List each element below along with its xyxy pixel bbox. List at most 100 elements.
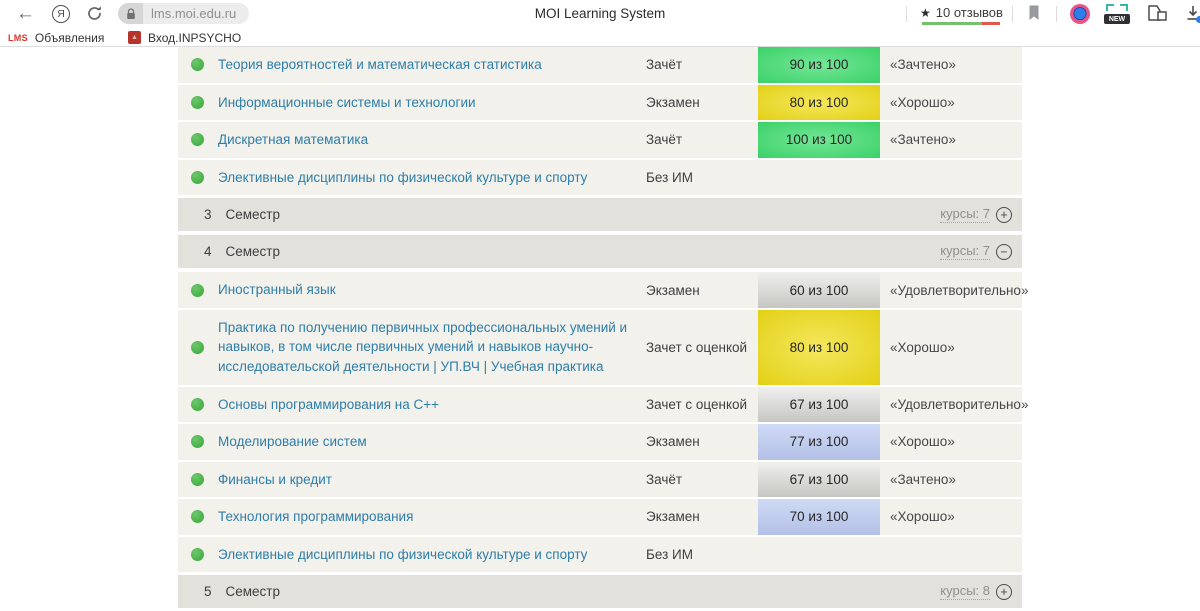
score-cell: 80 из 100 <box>758 309 880 385</box>
exam-type: Без ИМ <box>646 169 693 185</box>
course-row: Финансы и кредит Зачёт 67 из 100 «Зачтен… <box>178 461 1022 500</box>
download-badge <box>1196 16 1200 23</box>
lms-favicon: LMS <box>8 32 28 43</box>
score-cell: 80 из 100 <box>758 84 880 121</box>
grade: «Удовлетворительно» <box>890 396 1029 412</box>
course-link[interactable]: Финансы и кредит <box>218 471 332 487</box>
status-dot-icon <box>191 397 204 411</box>
courses-count-link[interactable]: курсы: 7 <box>940 243 990 261</box>
screenshot-new-icon[interactable]: NEW <box>1104 4 1130 24</box>
exam-type: Экзамен <box>646 282 700 298</box>
courses-count-link[interactable]: курсы: 7 <box>940 206 990 224</box>
expander-plus-icon[interactable]: + <box>996 206 1012 223</box>
grade: «Зачтено» <box>890 132 956 148</box>
course-link[interactable]: Информационные системы и технологии <box>218 94 476 110</box>
status-dot-icon <box>191 133 204 147</box>
browser-toolbar: ← Я lms.moi.edu.ru MOI Learning System ★… <box>0 0 1200 28</box>
semester-row[interactable]: 3 Семестр курсы: 7 + <box>178 198 1022 232</box>
grade: «Зачтено» <box>890 471 956 487</box>
star-icon: ★ <box>920 5 931 20</box>
course-row: Иностранный язык Экзамен 60 из 100 «Удов… <box>178 272 1028 310</box>
grade: «Хорошо» <box>890 434 955 450</box>
back-icon[interactable]: ← <box>16 3 35 24</box>
semester-label: Семестр <box>225 207 281 223</box>
toolbar-separator <box>906 6 907 22</box>
bookmark-flag-icon[interactable] <box>1028 5 1040 26</box>
bookmark-inpsycho[interactable]: ▲ Вход.INPSYCHO <box>128 28 241 47</box>
course-link[interactable]: Теория вероятностей и математическая ста… <box>218 57 542 72</box>
score-cell: 67 из 100 <box>758 461 880 498</box>
status-dot-icon <box>191 510 204 524</box>
grade: «Хорошо» <box>890 339 955 355</box>
toolbar-separator <box>1056 6 1057 22</box>
exam-type: Зачет с оценкой <box>646 396 748 412</box>
course-row: Теория вероятностей и математическая ста… <box>178 47 1022 85</box>
bookmarks-bar: LMS Объявления ▲ Вход.INPSYCHO <box>0 28 1200 47</box>
course-link[interactable]: Иностранный язык <box>218 282 336 298</box>
grade: «Хорошо» <box>890 94 955 110</box>
course-row: Технология программирования Экзамен 70 и… <box>178 499 1022 537</box>
exam-type: Зачет с оценкой <box>646 339 748 355</box>
url-text[interactable]: lms.moi.edu.ru <box>151 6 237 21</box>
course-row: Моделирование систем Экзамен 77 из 100 «… <box>178 424 1022 462</box>
course-row: Информационные системы и технологии Экза… <box>178 84 1022 123</box>
semester-number: 4 <box>204 244 212 260</box>
score-cell: 100 из 100 <box>758 122 880 158</box>
page-content: Теория вероятностей и математическая ста… <box>0 47 1200 611</box>
inpsycho-favicon: ▲ <box>128 31 141 44</box>
reviews-count: 10 отзывов <box>935 5 1003 20</box>
course-row: Практика по получению первичных професси… <box>178 309 1022 387</box>
grade: «Зачтено» <box>890 57 956 73</box>
grade: «Хорошо» <box>890 509 955 525</box>
courses-count-link[interactable]: курсы: 8 <box>940 583 990 601</box>
status-dot-icon <box>191 472 204 486</box>
score-cell: 90 из 100 <box>758 47 880 83</box>
exam-type: Без ИМ <box>646 547 693 563</box>
semester-number: 3 <box>204 207 212 223</box>
score-cell <box>758 160 880 196</box>
course-link[interactable]: Моделирование систем <box>218 434 367 450</box>
course-row: Элективные дисциплины по физической куль… <box>178 536 1022 575</box>
expander-plus-icon[interactable]: + <box>996 583 1012 600</box>
bookmark-label: Объявления <box>34 30 105 45</box>
yandex-icon[interactable]: Я <box>52 5 70 23</box>
score-cell: 77 из 100 <box>758 424 880 460</box>
status-dot-icon <box>191 340 204 354</box>
lock-icon[interactable] <box>118 3 143 24</box>
exam-type: Зачёт <box>646 132 683 148</box>
collections-icon[interactable] <box>1146 4 1168 27</box>
course-row: Дискретная математика Зачёт 100 из 100 «… <box>178 122 1022 160</box>
address-bar[interactable]: lms.moi.edu.ru <box>118 3 250 24</box>
exam-type: Зачёт <box>646 57 683 73</box>
grade: «Удовлетворительно» <box>890 282 1029 298</box>
score-cell: 60 из 100 <box>758 272 880 308</box>
status-dot-icon <box>191 58 204 72</box>
rating-bar-negative <box>982 22 1000 25</box>
course-table: Теория вероятностей и математическая ста… <box>178 47 1028 609</box>
expander-minus-icon[interactable]: − <box>996 243 1012 260</box>
bookmark-announcements[interactable]: LMS Объявления <box>8 28 104 47</box>
exam-type: Экзамен <box>646 434 700 450</box>
semester-label: Семестр <box>225 244 281 260</box>
course-link[interactable]: Практика по получению первичных професси… <box>218 319 628 374</box>
course-link[interactable]: Дискретная математика <box>218 132 369 148</box>
exam-type: Зачёт <box>646 471 683 487</box>
status-dot-icon <box>191 548 204 562</box>
course-link[interactable]: Элективные дисциплины по физической куль… <box>218 169 588 185</box>
reviews-widget[interactable]: ★ 10 отзывов <box>920 5 1003 20</box>
course-row: Основы программирования на C++ Зачет с о… <box>178 386 1028 425</box>
semester-row[interactable]: 5 Семестр курсы: 8 + <box>178 575 1022 609</box>
semester-label: Семестр <box>225 584 281 600</box>
status-dot-icon <box>191 435 204 449</box>
status-dot-icon <box>191 283 204 297</box>
refresh-icon[interactable] <box>86 5 103 27</box>
course-link[interactable]: Технология программирования <box>218 509 414 525</box>
score-cell <box>758 537 880 573</box>
score-cell: 70 из 100 <box>758 499 880 535</box>
extension-icon[interactable] <box>1070 4 1090 24</box>
semester-row[interactable]: 4 Семестр курсы: 7 − <box>178 235 1022 269</box>
score-cell: 67 из 100 <box>758 386 880 423</box>
course-link[interactable]: Основы программирования на C++ <box>218 396 440 412</box>
status-dot-icon <box>191 170 204 184</box>
course-link[interactable]: Элективные дисциплины по физической куль… <box>218 546 588 562</box>
